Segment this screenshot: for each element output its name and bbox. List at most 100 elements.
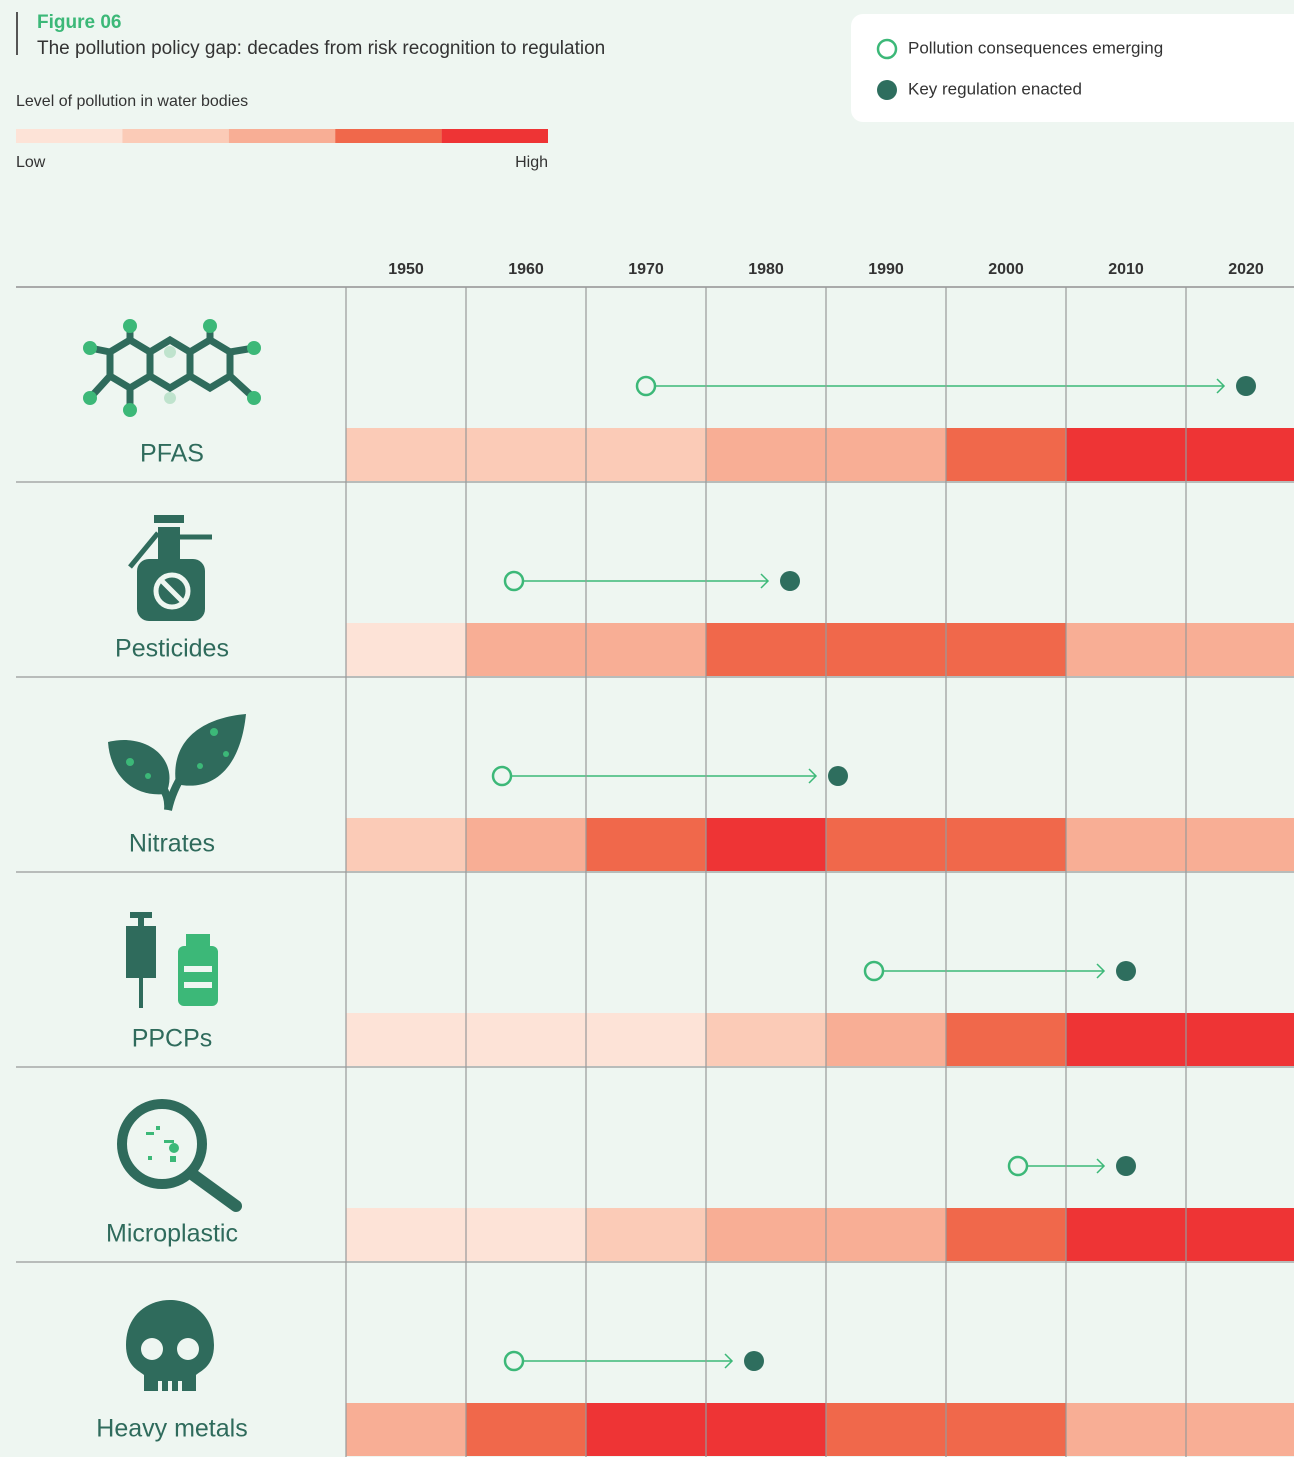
regulation-marker xyxy=(828,766,848,786)
row-label: Heavy metals xyxy=(96,1415,247,1443)
x-tick-label: 1950 xyxy=(388,261,424,278)
heat-cell xyxy=(826,1208,946,1261)
heat-cell xyxy=(586,1403,706,1456)
heat-cell xyxy=(346,1403,466,1456)
scale-high: High xyxy=(515,154,548,171)
emerging-marker xyxy=(491,765,513,787)
legend-marker xyxy=(877,80,897,100)
heat-cell xyxy=(586,818,706,871)
heat-cell xyxy=(346,428,466,481)
heat-cell xyxy=(706,1013,826,1066)
heat-cell xyxy=(826,1013,946,1066)
emerging-marker xyxy=(503,570,525,592)
heat-cell xyxy=(826,1403,946,1456)
regulation-marker xyxy=(744,1351,764,1371)
gap-arrowhead xyxy=(724,1353,734,1369)
heat-cell xyxy=(1066,1403,1186,1456)
heat-cell xyxy=(1186,818,1294,871)
heat-cell xyxy=(946,428,1066,481)
heat-cell xyxy=(466,428,586,481)
figure-label: Figure 06 xyxy=(37,12,121,33)
row-label: PFAS xyxy=(140,440,204,468)
legend-label: Key regulation enacted xyxy=(908,79,1082,98)
x-tick-label: 1990 xyxy=(868,261,904,278)
heat-cell xyxy=(586,428,706,481)
scale-low: Low xyxy=(16,154,46,171)
legend-marker xyxy=(876,38,898,60)
row-label: Nitrates xyxy=(129,830,215,858)
emerging-marker xyxy=(635,375,657,397)
emerging-marker xyxy=(503,1350,525,1372)
heat-cell xyxy=(466,1208,586,1261)
heat-cell xyxy=(1066,818,1186,871)
heat-cell xyxy=(826,818,946,871)
x-tick-label: 1980 xyxy=(748,261,784,278)
heat-cell xyxy=(946,1208,1066,1261)
row-label: Microplastic xyxy=(106,1220,238,1248)
icon-pesticides xyxy=(128,515,212,621)
scale-swatch xyxy=(441,129,548,143)
heat-cell xyxy=(706,428,826,481)
heat-cell xyxy=(586,623,706,676)
x-tick-label: 2020 xyxy=(1228,261,1264,278)
regulation-marker xyxy=(780,571,800,591)
heat-cell xyxy=(706,1403,826,1456)
heat-cell xyxy=(586,1208,706,1261)
legend-label: Pollution consequences emerging xyxy=(908,38,1163,57)
x-tick-label: 2010 xyxy=(1108,261,1144,278)
scale-label: Level of pollution in water bodies xyxy=(16,93,248,110)
heat-cell xyxy=(346,1208,466,1261)
icon-ppcps xyxy=(126,912,218,1008)
heat-cell xyxy=(466,818,586,871)
gap-arrowhead xyxy=(760,573,770,589)
title-bar xyxy=(16,12,18,55)
icon-nitrates xyxy=(108,714,246,811)
heat-cell xyxy=(586,1013,706,1066)
heat-cell xyxy=(346,623,466,676)
heat-cell xyxy=(1066,1013,1186,1066)
icon-pfas xyxy=(83,319,261,417)
legend-box xyxy=(851,14,1294,122)
x-tick-label: 1970 xyxy=(628,261,664,278)
scale-swatch xyxy=(335,129,442,143)
scale-swatch xyxy=(228,129,336,143)
heat-cell xyxy=(346,1013,466,1066)
heat-cell xyxy=(1186,1013,1294,1066)
heat-cell xyxy=(946,818,1066,871)
heat-cell xyxy=(1066,623,1186,676)
heat-cell xyxy=(1186,1403,1294,1456)
scale-swatch xyxy=(122,129,229,143)
row-label: Pesticides xyxy=(115,635,229,663)
heat-cell xyxy=(1186,1208,1294,1261)
heat-cell xyxy=(1066,1208,1186,1261)
gap-arrowhead xyxy=(1096,1158,1106,1174)
gap-arrowhead xyxy=(1096,963,1106,979)
heat-cell xyxy=(706,818,826,871)
heat-cell xyxy=(946,1403,1066,1456)
icon-heavy-metals xyxy=(126,1300,214,1391)
heat-cell xyxy=(946,1013,1066,1066)
scale-swatch xyxy=(16,129,123,143)
heat-cell xyxy=(466,623,586,676)
gap-arrowhead xyxy=(1216,378,1226,394)
row-label: PPCPs xyxy=(132,1025,213,1053)
regulation-marker xyxy=(1116,961,1136,981)
heat-cell xyxy=(706,623,826,676)
heat-cell xyxy=(1186,623,1294,676)
heat-cell xyxy=(826,623,946,676)
heat-cell xyxy=(1066,428,1186,481)
heat-cell xyxy=(706,1208,826,1261)
x-tick-label: 1960 xyxy=(508,261,544,278)
gap-arrowhead xyxy=(808,768,818,784)
regulation-marker xyxy=(1236,376,1256,396)
heat-cell xyxy=(826,428,946,481)
heat-cell xyxy=(946,623,1066,676)
heat-cell xyxy=(466,1013,586,1066)
emerging-marker xyxy=(1007,1155,1029,1177)
heat-cell xyxy=(466,1403,586,1456)
icon-microplastic xyxy=(117,1099,242,1212)
x-tick-label: 2000 xyxy=(988,261,1024,278)
heat-cell xyxy=(346,818,466,871)
chart-title: The pollution policy gap: decades from r… xyxy=(37,38,605,59)
